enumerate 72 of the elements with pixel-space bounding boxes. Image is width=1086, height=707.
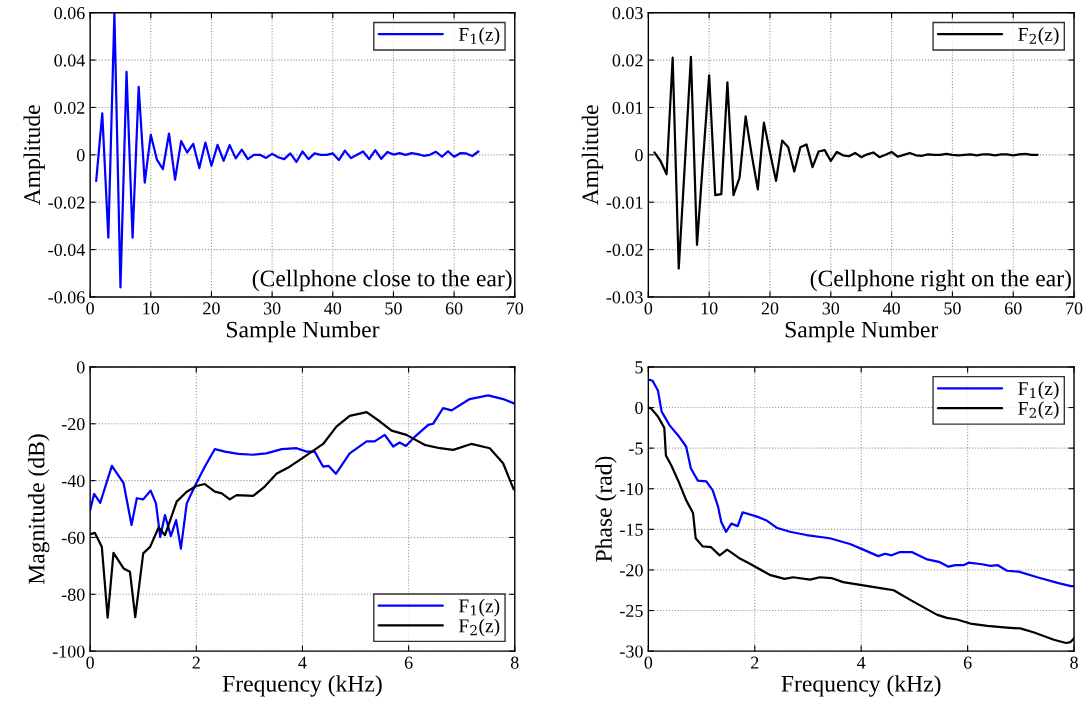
y-tick-label: -5 (629, 442, 643, 455)
legend-label: F$_{2}$(z) (458, 618, 500, 637)
x-tick-label: 60 (445, 302, 463, 315)
y-tick-label: 0.02 (612, 54, 643, 67)
y-tick-label: -0.02 (48, 196, 85, 209)
x-tick-label: 8 (510, 656, 519, 669)
legend-label: F$_{2}$(z) (1018, 27, 1059, 45)
x-tick-label: 10 (701, 302, 718, 315)
y-tick-label: 0.06 (54, 6, 85, 20)
y-tick-label: 0.02 (54, 101, 85, 114)
x-tick-label: 50 (385, 302, 402, 315)
y-tick-label: -0.03 (606, 291, 643, 304)
y-tick-label: 0.03 (612, 6, 643, 20)
y-tick-label: -20 (61, 418, 85, 431)
x-tick-label: 4 (857, 656, 866, 669)
x-tick-label: 30 (263, 302, 281, 315)
y-tick-label: -0.01 (606, 196, 643, 209)
legend-label: F$_{1}$(z) (1018, 381, 1059, 400)
y-axis-title: Amplitude (23, 105, 45, 206)
x-tick-label: 0 (644, 302, 653, 315)
x-tick-label: 20 (203, 302, 220, 315)
legend-label: F$_{1}$(z) (458, 27, 500, 45)
x-tick-label: 40 (324, 302, 342, 315)
y-tick-label: -0.06 (48, 291, 85, 304)
x-tick-label: 2 (751, 656, 759, 669)
y-tick-label: -0.02 (606, 243, 643, 257)
y-tick-label: 0 (76, 149, 85, 162)
y-tick-label: -80 (61, 588, 85, 601)
x-tick-label: 10 (143, 302, 160, 315)
y-tick-label: 0 (635, 149, 643, 162)
y-tick-label: -40 (61, 474, 85, 488)
x-tick-label: 6 (404, 656, 413, 669)
y-tick-label: 0.01 (612, 101, 643, 114)
x-tick-label: 8 (1070, 656, 1078, 669)
line-series (90, 394, 515, 550)
x-tick-label: 2 (192, 656, 200, 669)
y-axis-title: Amplitude (581, 105, 604, 206)
y-tick-label: -10 (620, 483, 643, 496)
x-axis-title: Sample Number (226, 320, 380, 343)
x-axis-title: Frequency (kHz) (781, 675, 941, 697)
legend-label: F$_{1}$(z) (458, 598, 500, 617)
y-tick-label: -20 (620, 564, 643, 577)
x-tick-label: 4 (298, 656, 307, 669)
y-tick-label: -0.04 (48, 243, 85, 257)
x-tick-label: 0 (644, 656, 653, 669)
y-tick-label: 0.04 (54, 54, 85, 67)
x-tick-label: 0 (86, 302, 94, 315)
y-tick-label: -30 (620, 645, 643, 658)
y-axis-title: Magnitude (dB) (27, 434, 50, 585)
x-tick-label: 30 (822, 302, 840, 315)
annotation: (Cellphone close to the ear) (252, 269, 512, 292)
y-tick-label: -60 (61, 531, 85, 544)
y-tick-label: -25 (620, 604, 643, 617)
legend-label: F$_{2}$(z) (1018, 401, 1059, 419)
annotation: (Cellphone right on the ear) (810, 269, 1071, 292)
x-tick-label: 70 (506, 302, 524, 315)
x-tick-label: 0 (86, 656, 94, 669)
x-axis-title: Frequency (kHz) (222, 675, 382, 697)
x-tick-label: 50 (944, 302, 961, 315)
x-tick-label: 60 (1004, 302, 1022, 315)
y-tick-label: -15 (620, 523, 643, 536)
x-tick-label: 6 (963, 656, 972, 669)
line-series (648, 378, 1075, 588)
y-tick-label: -100 (52, 645, 85, 658)
y-tick-label: 0 (635, 401, 643, 414)
y-tick-label: 0 (76, 361, 85, 374)
x-tick-label: 40 (882, 302, 900, 315)
x-axis-title: Sample Number (785, 320, 939, 343)
x-tick-label: 20 (761, 302, 779, 315)
y-tick-label: 5 (635, 361, 643, 374)
x-tick-label: 70 (1066, 302, 1083, 315)
y-axis-title: Phase (rad) (595, 456, 617, 562)
